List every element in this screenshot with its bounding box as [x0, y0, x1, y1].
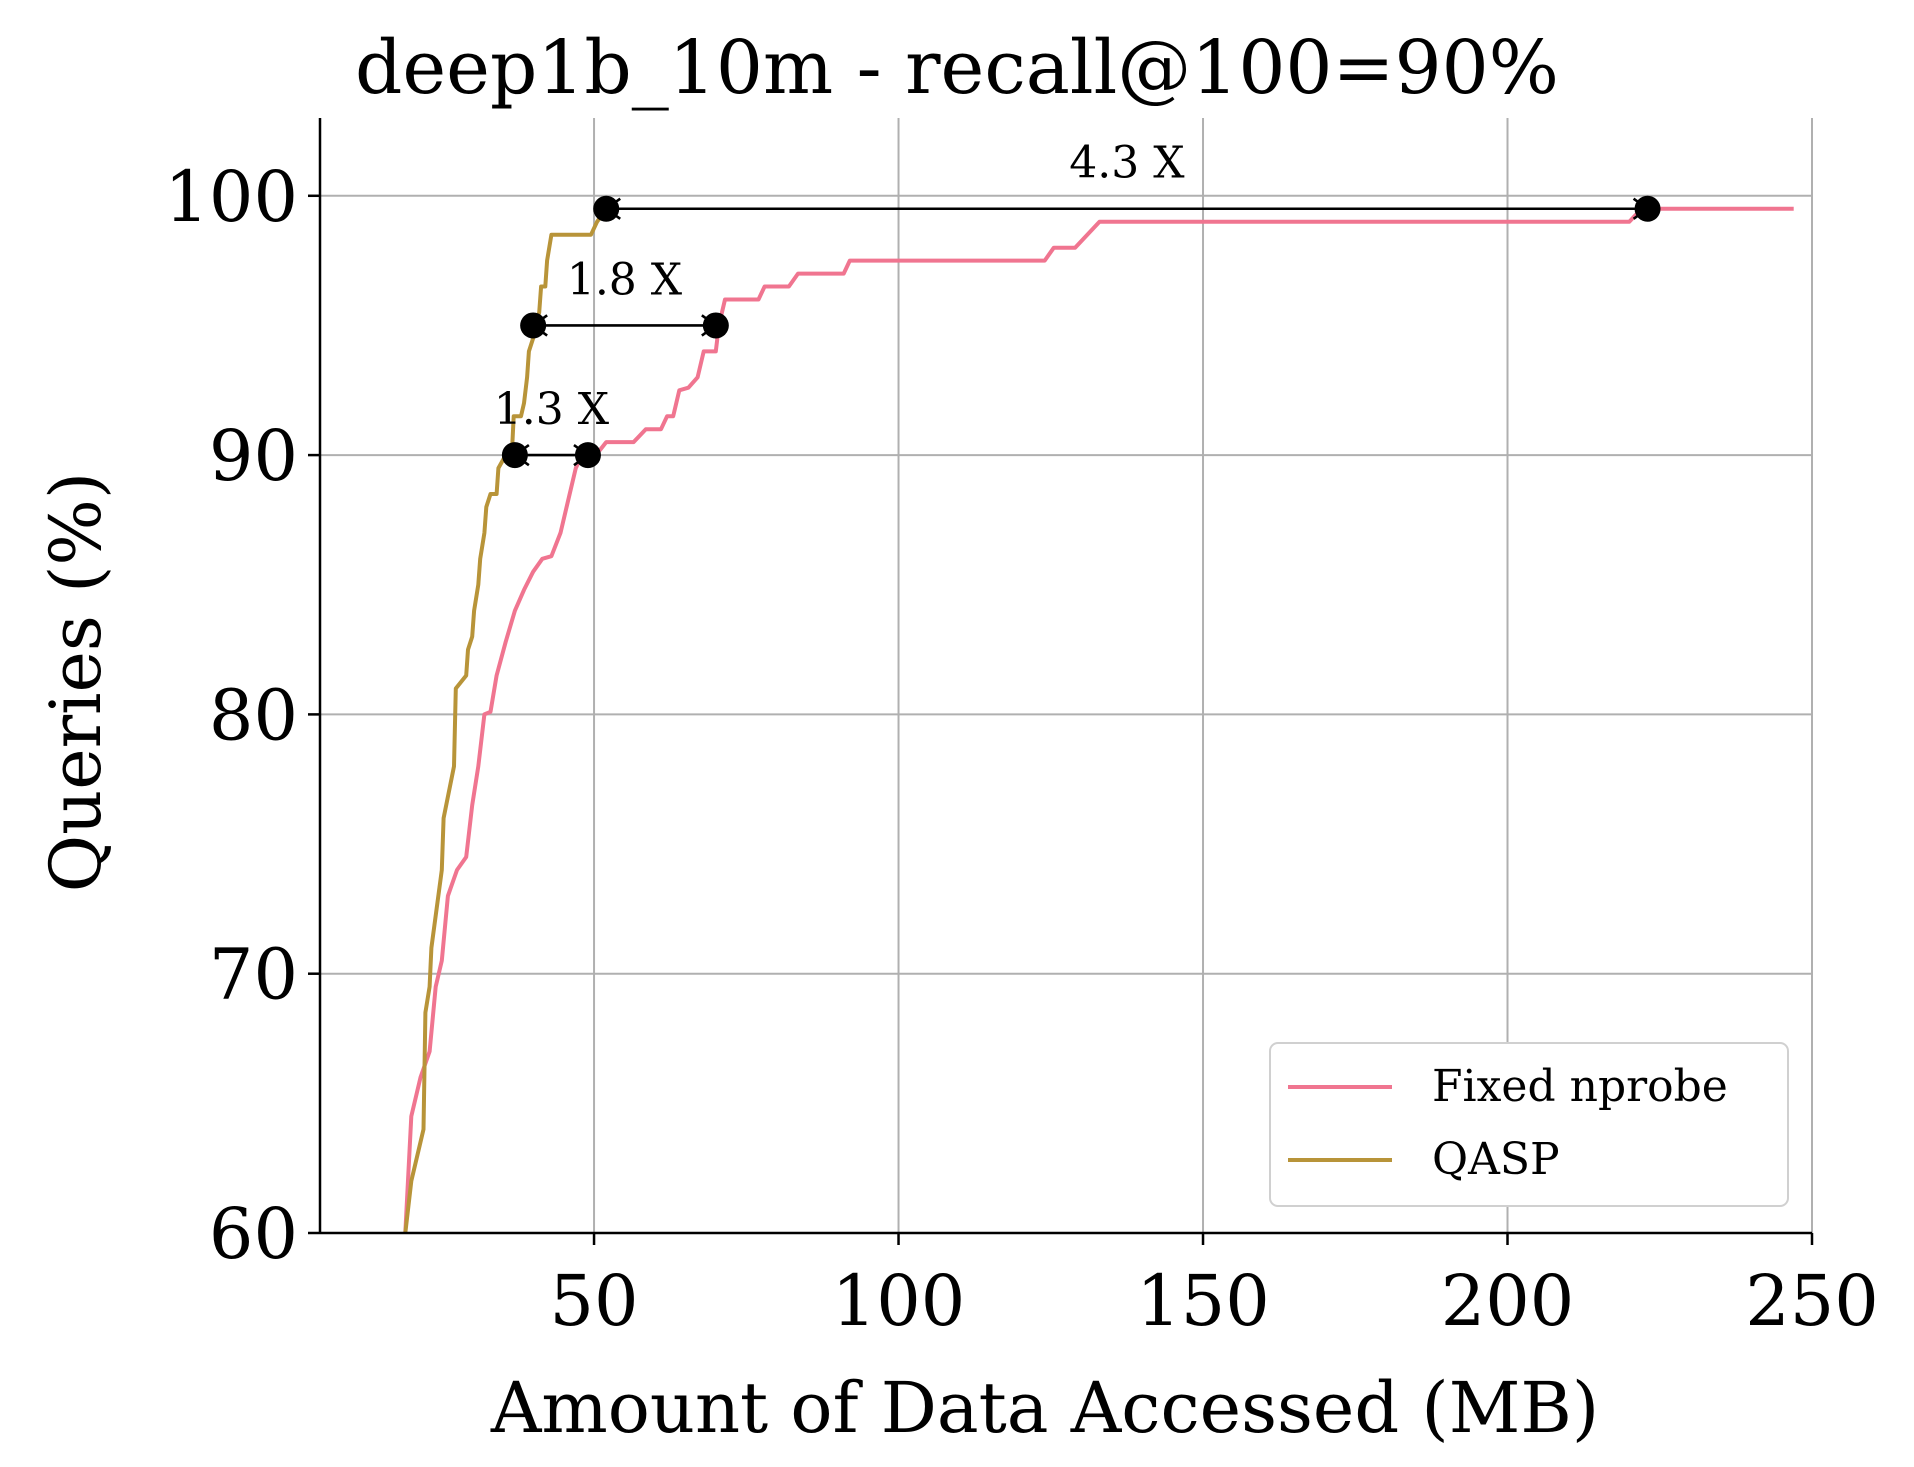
marker-point [593, 195, 620, 222]
series-line-fixed-nprobe [403, 206, 1794, 1234]
x-axis-label: Amount of Data Accessed (MB) [490, 1367, 1599, 1449]
x-tick-label: 150 [1136, 1260, 1270, 1342]
x-tick-label: 200 [1441, 1260, 1575, 1342]
legend-label-fixed-nprobe: Fixed nprobe [1432, 1061, 1728, 1112]
marker-point [702, 312, 729, 339]
marker-point [1634, 195, 1661, 222]
legend-box [1269, 1042, 1789, 1207]
y-tick-label: 90 [209, 415, 298, 497]
marker-point [520, 312, 547, 339]
legend-label-qasp: QASP [1432, 1134, 1560, 1185]
marker-points [501, 195, 1661, 469]
y-tick-label: 60 [209, 1193, 298, 1275]
y-tick-label: 70 [209, 934, 298, 1016]
ratio-label: 1.3 X [494, 384, 610, 435]
marker-point [501, 442, 528, 469]
tick-labels: 50 100 150 200 250 60 70 80 90 100 [164, 156, 1878, 1342]
series-lines [403, 206, 1794, 1234]
ratio-label: 1.8 X [567, 254, 683, 305]
x-tick-label: 250 [1745, 1260, 1879, 1342]
legend: Fixed nprobe QASP [1269, 1042, 1789, 1207]
series-line-qasp [403, 207, 608, 1234]
annotations: 1.3 X 1.8 X 4.3 X [494, 138, 1650, 467]
ratio-label: 4.3 X [1069, 138, 1185, 189]
chart-title: deep1b_10m - recall@100=90% [355, 25, 1559, 111]
y-tick-label: 80 [209, 674, 298, 756]
y-axis-label: Queries (%) [35, 472, 117, 892]
axes [318, 118, 1812, 1235]
x-tick-label: 50 [550, 1260, 639, 1342]
y-tick-label: 100 [164, 156, 298, 238]
x-tick-label: 100 [832, 1260, 966, 1342]
marker-point [574, 442, 601, 469]
